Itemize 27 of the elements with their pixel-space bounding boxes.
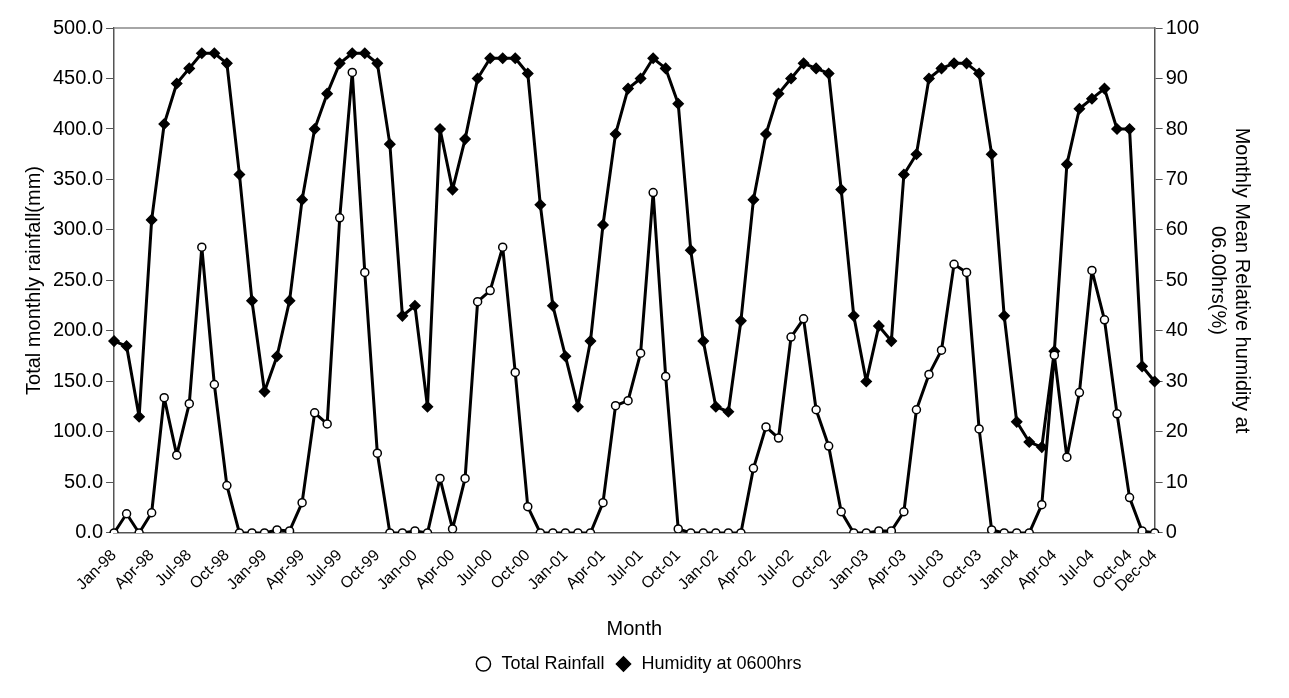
y-tick-label: 150.0	[52, 368, 104, 391]
y2-tick-label: 60	[1165, 217, 1188, 240]
y2-tick-label: 100	[1165, 15, 1200, 38]
y2-tick-label: 70	[1165, 167, 1188, 189]
y-tick-label: 300.0	[52, 217, 104, 240]
y2-tick-label: 50	[1165, 267, 1188, 290]
y2-axis-title: Monthly Mean Relative humidity at 06.00hrs(%)	[1208, 127, 1255, 434]
y-tick-label: 200.0	[52, 318, 104, 341]
y-tick-label: 100.0	[52, 419, 104, 442]
legend-label: Humidity at 0600hrs	[641, 652, 802, 673]
y-tick-label: 450.0	[52, 66, 104, 89]
y2-tick-label: 80	[1165, 116, 1188, 139]
x-axis-title: Month	[606, 616, 663, 639]
y2-tick-label: 40	[1165, 318, 1188, 341]
y-axis-title: Total monthly rainfall(mm)	[21, 166, 44, 395]
y-tick-label: 0.0	[75, 520, 104, 543]
y2-tick-label: 20	[1165, 419, 1188, 442]
y-tick-label: 400.0	[52, 116, 104, 139]
y-tick-label: 250.0	[52, 267, 104, 290]
y-tick-label: 350.0	[52, 167, 104, 189]
y2-tick-label: 0	[1165, 520, 1177, 543]
y2-tick-label: 10	[1165, 469, 1188, 492]
legend-label: Total Rainfall	[501, 652, 605, 673]
y2-tick-label: 30	[1165, 368, 1188, 391]
y2-tick-label: 90	[1165, 66, 1188, 89]
y-tick-label: 500.0	[52, 15, 104, 38]
y-tick-label: 50.0	[64, 469, 104, 492]
